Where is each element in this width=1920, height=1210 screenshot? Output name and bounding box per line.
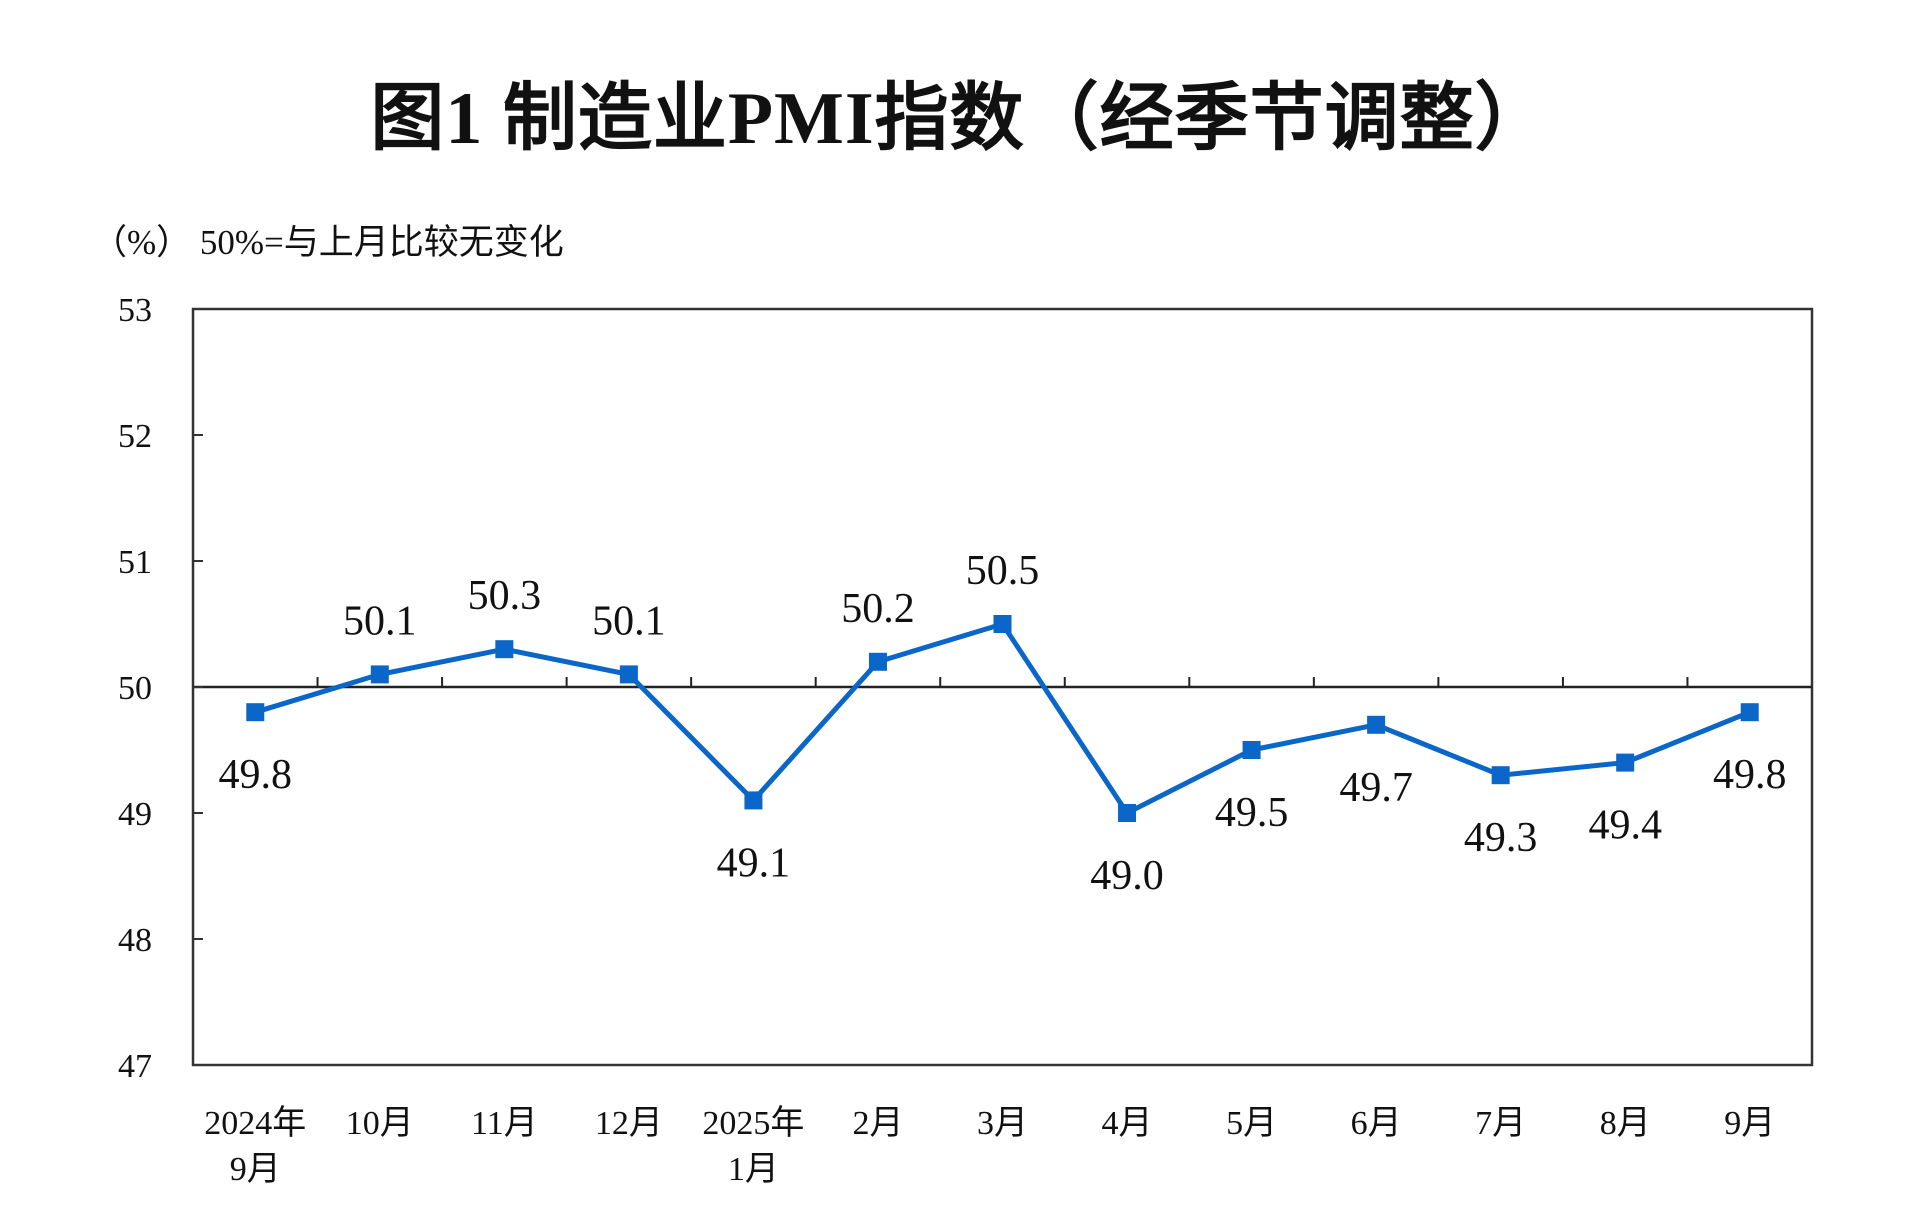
y-tick-label: 49 (118, 796, 152, 833)
data-label: 50.2 (841, 586, 915, 632)
x-tick-label: 5月 (1226, 1105, 1277, 1142)
x-tick-label: 2024年 (204, 1104, 306, 1142)
data-label: 49.4 (1588, 803, 1662, 849)
x-tick-label: 4月 (1102, 1105, 1153, 1142)
y-tick-label: 51 (118, 544, 152, 581)
x-tick-label: 6月 (1351, 1105, 1402, 1142)
data-label: 49.8 (219, 752, 293, 798)
data-point-marker (1740, 703, 1759, 722)
data-label: 49.8 (1713, 752, 1787, 798)
x-tick-label: 7月 (1475, 1105, 1526, 1142)
data-point-marker (868, 652, 887, 671)
x-tick-label: 8月 (1600, 1105, 1651, 1142)
x-tick-label: 3月 (977, 1105, 1028, 1142)
data-label: 49.0 (1090, 853, 1164, 899)
data-point-marker (744, 791, 763, 810)
x-tick-label: 9月 (1724, 1105, 1775, 1142)
data-label: 49.5 (1215, 790, 1289, 836)
x-tick-label: 1月 (728, 1151, 779, 1188)
y-tick-label: 48 (118, 922, 152, 959)
data-point-marker (1616, 753, 1635, 772)
data-label: 50.1 (343, 598, 417, 644)
x-tick-label: 11月 (471, 1105, 538, 1142)
x-tick-label: 2月 (852, 1105, 903, 1142)
y-tick-label: 47 (118, 1048, 152, 1085)
data-point-marker (1242, 741, 1261, 759)
series-line (254, 621, 1751, 817)
data-point-marker (1367, 715, 1386, 734)
data-point-marker (1118, 804, 1137, 822)
y-tick-label: 50 (118, 670, 152, 707)
data-label: 50.1 (592, 598, 666, 644)
data-point-marker (370, 665, 389, 684)
data-point-marker (246, 703, 265, 722)
data-label: 49.1 (717, 840, 791, 886)
x-tick-label: 10月 (346, 1105, 414, 1142)
y-axis-unit-label: （%） 50%=与上月比较无变化 (92, 223, 564, 262)
data-point-marker (993, 615, 1012, 633)
y-tick-label: 53 (118, 292, 152, 329)
y-tick-label: 52 (118, 418, 152, 455)
x-tick-label: 2025年 (702, 1104, 804, 1142)
data-point-marker (1491, 766, 1510, 785)
chart-title: 图1 制造业PMI指数（经季节调整） (370, 78, 1550, 160)
data-point-marker (619, 665, 638, 684)
x-tick-label: 12月 (595, 1105, 663, 1142)
data-label: 49.3 (1464, 815, 1538, 861)
data-label: 50.3 (468, 573, 542, 619)
data-label: 50.5 (966, 548, 1040, 594)
data-label: 49.7 (1339, 765, 1413, 811)
x-tick-label: 9月 (230, 1151, 281, 1188)
data-point-marker (495, 640, 514, 659)
